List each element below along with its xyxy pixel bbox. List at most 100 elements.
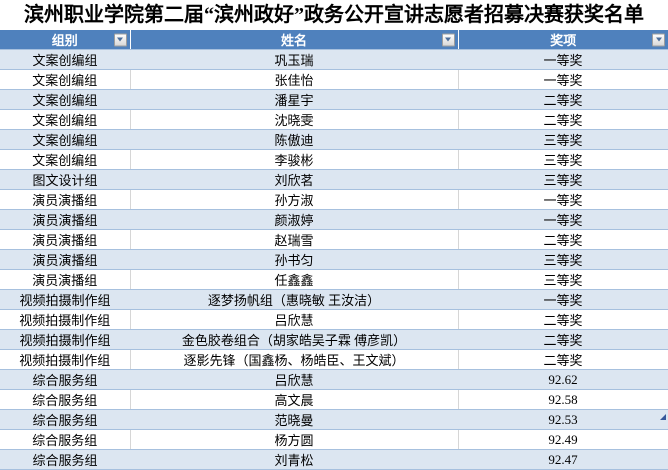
table-cell[interactable]: 92.58 [457,389,668,410]
table-cell[interactable]: 赵瑞雪 [129,229,458,250]
table-cell[interactable]: 综合服务组 [0,409,130,430]
table-cell[interactable]: 文案创编组 [0,129,130,150]
table-row: 图文设计组 刘欣茗 三等奖 [0,169,668,190]
table-cell[interactable]: 陈傲迪 [130,129,458,150]
table-row: 文案创编组 巩玉瑞 一等奖 [0,49,668,70]
table-cell[interactable]: 综合服务组 [0,369,130,390]
table-resize-handle[interactable] [660,414,666,420]
table-cell[interactable]: 范晓曼 [130,409,458,430]
table-cell[interactable]: 吕欣慧 [129,309,458,330]
filter-dropdown-button-award[interactable] [652,33,665,46]
table-cell[interactable]: 二等奖 [457,309,668,330]
table-cell[interactable]: 一等奖 [458,289,668,310]
table-row: 演员演播组 孙书匀 三等奖 [0,249,668,270]
table-cell[interactable]: 一等奖 [457,69,668,90]
table-row: 视频拍摄制作组 吕欣慧 二等奖 [0,309,668,330]
table-cell[interactable]: 二等奖 [457,109,668,130]
table-cell[interactable]: 刘欣茗 [130,169,458,190]
table-cell[interactable]: 一等奖 [457,189,668,210]
table-cell[interactable]: 刘青松 [130,449,458,470]
table-cell[interactable]: 图文设计组 [0,169,130,190]
table-cell[interactable]: 吕欣慧 [130,369,458,390]
table-cell[interactable]: 二等奖 [457,229,668,250]
table-cell[interactable]: 演员演播组 [0,209,130,230]
table-cell[interactable]: 视频拍摄制作组 [0,329,130,350]
table-cell[interactable]: 92.53 [458,409,668,430]
table-cell[interactable]: 高文晨 [129,389,458,410]
table-cell[interactable]: 二等奖 [457,349,668,370]
table-cell[interactable]: 视频拍摄制作组 [0,349,130,370]
spreadsheet: 滨州职业学院第二届“滨州政好”政务公开宣讲志愿者招募决赛获奖名单 组别 姓名 [0,4,668,470]
column-header-group[interactable]: 组别 [0,30,130,50]
table-row: 演员演播组 任鑫鑫 三等奖 [0,269,668,290]
column-header-name[interactable]: 姓名 [129,30,458,50]
table-cell[interactable]: 文案创编组 [0,89,130,110]
filter-dropdown-arrow-icon [655,37,662,42]
table-cell[interactable]: 孙书匀 [130,249,458,270]
table-cell[interactable]: 二等奖 [458,329,668,350]
table-cell[interactable]: 二等奖 [458,89,668,110]
table-cell[interactable]: 文案创编组 [0,69,130,90]
filter-dropdown-arrow-icon [445,37,451,42]
table-cell[interactable]: 综合服务组 [0,429,130,450]
table-body: 文案创编组 巩玉瑞 一等奖 文案创编组 张佳怡 一等奖 文案创编组 潘星宇 二等奖 文案创编组 沈晓… [0,49,668,470]
table-cell[interactable]: 李骏彬 [129,149,458,170]
table-row: 文案创编组 李骏彬 三等奖 [0,149,668,170]
table-cell[interactable]: 文案创编组 [0,49,130,70]
table-cell[interactable]: 颜淑婷 [130,209,458,230]
column-header-name-label: 姓名 [280,33,307,48]
table-cell[interactable]: 张佳怡 [129,69,458,90]
table-cell[interactable]: 杨方圆 [129,429,458,450]
table-row: 综合服务组 刘青松 92.47 [0,449,668,470]
table-cell[interactable]: 视频拍摄制作组 [0,309,130,330]
table-cell[interactable]: 92.49 [457,429,668,450]
table-cell[interactable]: 沈晓雯 [129,109,458,130]
table-cell[interactable]: 三等奖 [457,149,668,170]
table-row: 综合服务组 杨方圆 92.49 [0,429,668,450]
column-header-group-label: 组别 [51,33,78,48]
table-cell[interactable]: 综合服务组 [0,449,130,470]
table-cell[interactable]: 金色胶卷组合（胡家皓吴子霖 傅彦凯） [130,329,458,350]
table-row: 文案创编组 沈晓雯 二等奖 [0,109,668,130]
table-row: 文案创编组 潘星宇 二等奖 [0,89,668,110]
table-cell[interactable]: 视频拍摄制作组 [0,289,130,310]
column-header-award[interactable]: 奖项 [457,30,668,50]
table-row: 视频拍摄制作组 金色胶卷组合（胡家皓吴子霖 傅彦凯） 二等奖 [0,329,668,350]
table-cell[interactable]: 逐梦扬帆组（惠晓敏 王汝洁） [130,289,458,310]
table-cell[interactable]: 演员演播组 [0,269,130,290]
table-cell[interactable]: 巩玉瑞 [130,49,458,70]
table-row: 视频拍摄制作组 逐梦扬帆组（惠晓敏 王汝洁） 一等奖 [0,289,668,310]
table-cell[interactable]: 逐影先锋（国鑫杨、杨皓臣、王文斌） [129,349,458,370]
table-cell[interactable]: 任鑫鑫 [129,269,458,290]
table-cell[interactable]: 文案创编组 [0,149,130,170]
filter-dropdown-arrow-icon [117,37,123,42]
table-cell[interactable]: 演员演播组 [0,229,130,250]
table-cell[interactable]: 文案创编组 [0,109,130,130]
table-cell[interactable]: 三等奖 [458,169,668,190]
table-cell[interactable]: 92.62 [458,369,668,390]
table-row: 综合服务组 高文晨 92.58 [0,389,668,410]
award-table: 组别 姓名 奖项 文案创编组 [0,30,668,470]
table-row: 综合服务组 吕欣慧 92.62 [0,369,668,390]
table-row: 视频拍摄制作组 逐影先锋（国鑫杨、杨皓臣、王文斌） 二等奖 [0,349,668,370]
table-cell[interactable]: 演员演播组 [0,249,130,270]
column-header-award-label: 奖项 [550,33,577,48]
filter-dropdown-button-name[interactable] [441,33,455,46]
table-header: 组别 姓名 奖项 [0,30,668,50]
table-cell[interactable]: 三等奖 [458,129,668,150]
table-cell[interactable]: 孙方淑 [129,189,458,210]
table-cell[interactable]: 一等奖 [458,49,668,70]
table-row: 文案创编组 陈傲迪 三等奖 [0,129,668,150]
table-cell[interactable]: 三等奖 [457,269,668,290]
filter-dropdown-button-group[interactable] [113,33,127,46]
header-row: 组别 姓名 奖项 [0,30,668,50]
table-cell[interactable]: 三等奖 [458,249,668,270]
table-cell[interactable]: 综合服务组 [0,389,130,410]
table-row: 文案创编组 张佳怡 一等奖 [0,69,668,90]
table-cell[interactable]: 演员演播组 [0,189,130,210]
table-cell[interactable]: 潘星宇 [130,89,458,110]
table-cell[interactable]: 一等奖 [458,209,668,230]
table-row: 演员演播组 孙方淑 一等奖 [0,189,668,210]
table-cell[interactable]: 92.47 [458,449,668,470]
table-row: 演员演播组 赵瑞雪 二等奖 [0,229,668,250]
